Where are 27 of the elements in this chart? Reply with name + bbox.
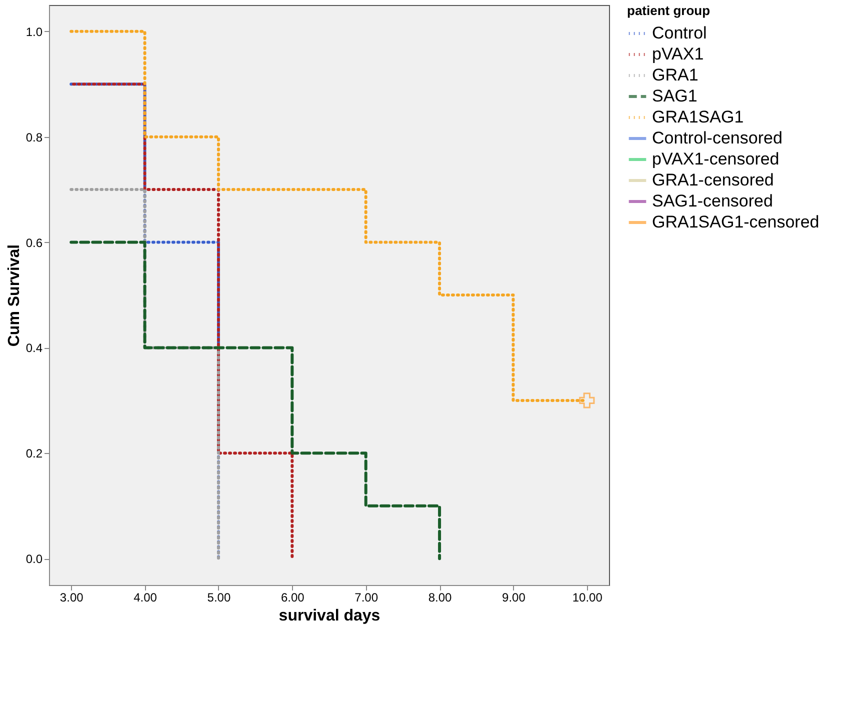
legend-label: pVAX1: [652, 44, 704, 64]
legend-label: GRA1: [652, 66, 698, 84]
x-tick-label: 9.00: [502, 590, 526, 604]
x-tick-label: 8.00: [428, 590, 452, 604]
legend-label: GRA1SAG1: [652, 108, 744, 126]
x-tick-label: 10.00: [572, 590, 603, 604]
legend-label: Control: [652, 24, 707, 42]
y-tick-label: 0.2: [26, 446, 43, 461]
legend-label: GRA1-censored: [652, 170, 774, 190]
y-tick-label: 0.4: [26, 341, 43, 356]
legend-label: Control-censored: [652, 128, 782, 148]
legend-label: pVAX1-censored: [652, 150, 780, 168]
legend-label: SAG1-censored: [652, 192, 773, 210]
x-tick-label: 4.00: [134, 590, 158, 604]
y-tick-label: 0.0: [26, 552, 43, 566]
x-tick-label: 3.00: [60, 590, 84, 604]
y-tick-label: 0.8: [26, 130, 43, 144]
legend-label: GRA1SAG1-censored: [652, 212, 820, 232]
y-tick-label: 0.6: [26, 236, 43, 250]
x-tick-label: 6.00: [280, 590, 305, 604]
x-tick-label: 7.00: [354, 590, 378, 604]
legend-title: patient group: [627, 3, 710, 18]
y-axis-title: Cum Survival: [6, 244, 23, 347]
y-tick-label: 1.0: [26, 24, 43, 39]
x-axis-title: survival days: [278, 608, 380, 624]
legend-label: SAG1: [652, 86, 698, 106]
x-tick-label: 5.00: [207, 590, 231, 604]
